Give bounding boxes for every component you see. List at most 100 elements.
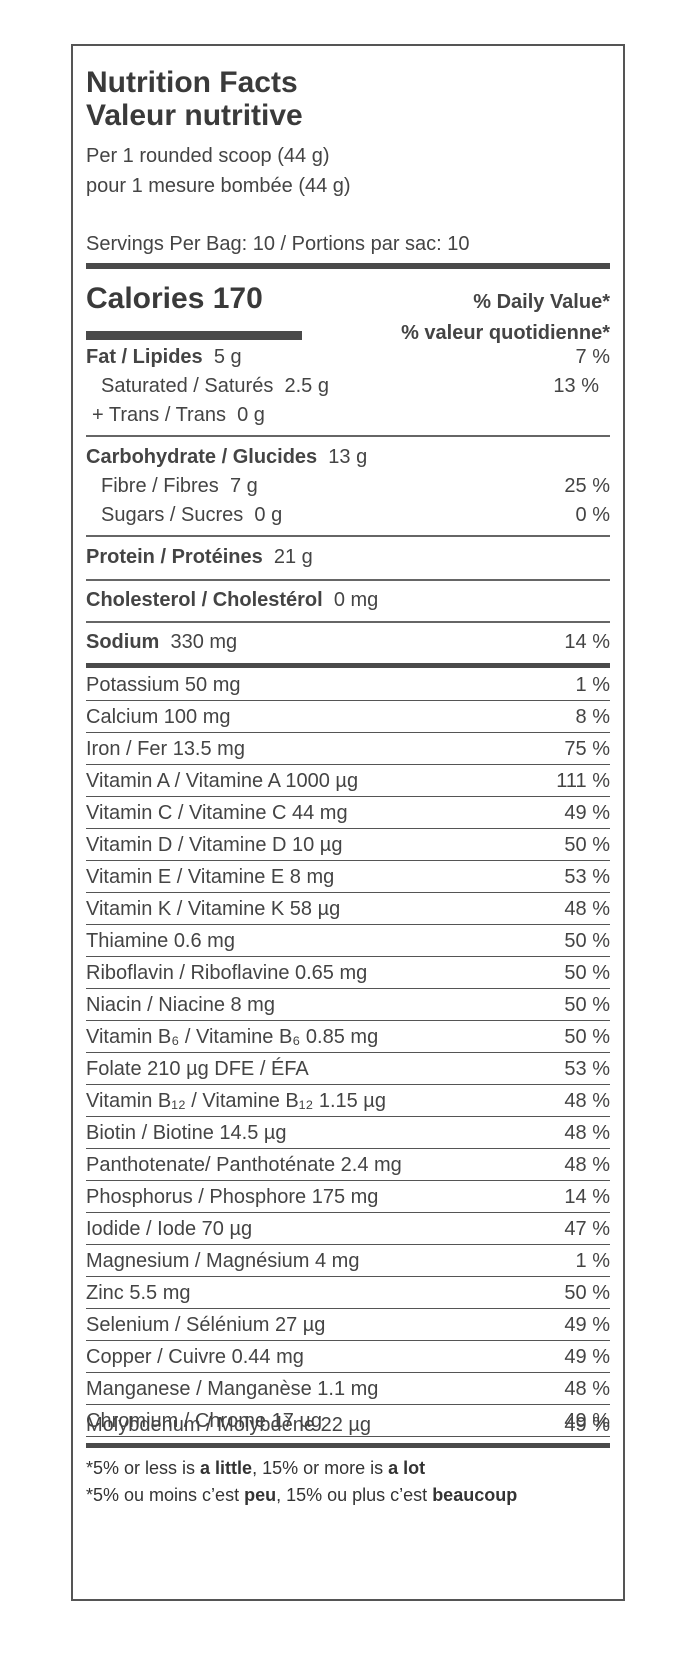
nutrient-amount: 21 g [273, 546, 313, 568]
daily-value-percent: 14 % [564, 1186, 610, 1208]
daily-value-percent: 8 % [575, 706, 610, 728]
footnote-emphasis: beaucoup [432, 1485, 518, 1505]
serving-size-english: Per 1 rounded scoop (44 g) [86, 145, 330, 167]
vitamin-row: Manganese / Manganèse 1.1 mg 48 % [86, 1373, 610, 1405]
vitamin-label: Calcium 100 mg [86, 706, 231, 728]
daily-value-percent: 53 % [564, 1058, 610, 1080]
vitamin-label: Chromium / Chrome 17 µg [86, 1410, 323, 1432]
divider [86, 535, 610, 537]
vitamin-row: Zinc 5.5 mg 50 % [86, 1277, 610, 1309]
nutrition-facts-label: Nutrition Facts Valeur nutritive Per 1 r… [71, 44, 625, 1601]
vitamin-label: Vitamin C / Vitamine C 44 mg [86, 802, 348, 824]
vitamin-row: Potassium 50 mg 1 % [86, 669, 610, 701]
cholesterol-row: Cholesterol / Cholestérol 0 mg [86, 585, 610, 615]
nutrient-amount: 2.5 g [284, 375, 329, 397]
vitamin-label: Panthotenate/ Panthoténate 2.4 mg [86, 1154, 402, 1176]
nutrient-amount: 7 g [229, 475, 258, 497]
fibre-row: Fibre / Fibres 7 g 25 % [86, 471, 610, 501]
vitamin-label: Biotin / Biotine 14.5 µg [86, 1122, 287, 1144]
daily-value-percent: 48 % [564, 1090, 610, 1112]
divider [86, 435, 610, 437]
vitamin-label: Manganese / Manganèse 1.1 mg [86, 1378, 379, 1400]
vitamin-row: Copper / Cuivre 0.44 mg 49 % [86, 1341, 610, 1373]
nutrient-name: Carbohydrate / Glucides [86, 446, 318, 468]
footnote-english: *5% or less is a little, 15% or more is … [86, 1456, 425, 1480]
nutrient-name: Sugars / Sucres [101, 504, 244, 526]
vitamin-row: Niacin / Niacine 8 mg 50 % [86, 989, 610, 1021]
divider [86, 579, 610, 581]
vitamin-label: Folate 210 µg DFE / ÉFA [86, 1058, 309, 1080]
vitamin-row: Vitamin D / Vitamine D 10 µg 50 % [86, 829, 610, 861]
footnote-emphasis: a lot [388, 1458, 426, 1478]
vitamin-row: Vitamin K / Vitamine K 58 µg 48 % [86, 893, 610, 925]
title-french: Valeur nutritive [86, 99, 303, 132]
daily-value-percent: 53 % [564, 866, 610, 888]
footnote-divider [86, 1443, 610, 1448]
sodium-row: Sodium 330 mg 14 % [86, 627, 610, 657]
daily-value-percent: 47 % [564, 1218, 610, 1240]
serving-size-french: pour 1 mesure bombée (44 g) [86, 175, 351, 197]
vitamin-label: Riboflavin / Riboflavine 0.65 mg [86, 962, 368, 984]
nutrient-name: Sodium [86, 631, 160, 653]
vitamin-row: Calcium 100 mg 8 % [86, 701, 610, 733]
sugars-row: Sugars / Sucres 0 g 0 % [86, 500, 610, 530]
nutrient-amount: 0 g [237, 404, 265, 426]
nutrient-name: Cholesterol / Cholestérol [86, 589, 323, 611]
carbohydrate-row: Carbohydrate / Glucides 13 g [86, 442, 610, 472]
vitamin-row: Vitamin A / Vitamine A 1000 µg 111 % [86, 765, 610, 797]
protein-row: Protein / Protéines 21 g [86, 542, 610, 572]
vitamin-row: Biotin / Biotine 14.5 µg 48 % [86, 1117, 610, 1149]
calories-label: Calories 170 [86, 282, 263, 315]
daily-value-percent: 111 % [556, 770, 610, 792]
daily-value-percent: 1 % [575, 674, 610, 696]
nutrient-name: Fibre / Fibres [101, 475, 219, 497]
daily-value-percent: 49 % [564, 802, 610, 824]
vitamin-label: Vitamin B₁₂ / Vitamine B₁₂ 1.15 µg [86, 1090, 386, 1112]
daily-value-percent: 49 % [564, 1314, 610, 1336]
daily-value-heading-english: % Daily Value* [473, 291, 610, 313]
nutrient-amount: 330 mg [170, 631, 238, 653]
daily-value-percent: 50 % [564, 994, 610, 1016]
daily-value-percent: 50 % [564, 1282, 610, 1304]
vitamin-label: Molybdenum / Molybdène 22 µg [86, 1414, 372, 1436]
fat-row: Fat / Lipides 5 g 7 % [86, 342, 610, 372]
footnote-emphasis: a little [200, 1458, 253, 1478]
vitamin-label: Vitamin E / Vitamine E 8 mg [86, 866, 335, 888]
footnote-text: , 15% or more is [252, 1458, 389, 1478]
vitamin-label: Zinc 5.5 mg [86, 1282, 191, 1304]
vitamin-label: Iodide / Iode 70 µg [86, 1218, 253, 1240]
vitamin-label: Magnesium / Magnésium 4 mg [86, 1250, 360, 1272]
daily-value-percent: 50 % [564, 834, 610, 856]
daily-value-percent: 48 % [564, 898, 610, 920]
vitamin-row: Vitamin C / Vitamine C 44 mg 49 % [86, 797, 610, 829]
footnote-text: *5% ou moins c’est [86, 1485, 245, 1505]
header-divider [86, 263, 610, 269]
vitamin-row: Vitamin B₁₂ / Vitamine B₁₂ 1.15 µg 48 % [86, 1085, 610, 1117]
vitamin-label: Potassium 50 mg [86, 674, 241, 696]
daily-value-percent: 14 % [564, 631, 610, 653]
divider [86, 621, 610, 623]
nutrient-name: Fat / Lipides [86, 346, 203, 368]
nutrient-name: Protein / Protéines [86, 546, 263, 568]
vitamin-row: Panthotenate/ Panthoténate 2.4 mg 48 % [86, 1149, 610, 1181]
nutrient-amount: 13 g [328, 446, 368, 468]
vitamin-row: Chromium / Chrome 17 µg 49 % [86, 1405, 610, 1437]
vitamin-row: Vitamin B₆ / Vitamine B₆ 0.85 mg 50 % [86, 1021, 610, 1053]
daily-value-percent: 49 % [564, 1414, 610, 1436]
daily-value-percent: 50 % [564, 1026, 610, 1048]
footnote-text: *5% or less is [86, 1458, 201, 1478]
calories-underline [86, 331, 302, 340]
nutrient-amount: 0 mg [333, 589, 379, 611]
nutrient-amount: 5 g [213, 346, 242, 368]
daily-value-percent: 50 % [564, 930, 610, 952]
vitamin-label: Vitamin A / Vitamine A 1000 µg [86, 770, 359, 792]
vitamin-row: Folate 210 µg DFE / ÉFA 53 % [86, 1053, 610, 1085]
daily-value-percent: 50 % [564, 962, 610, 984]
vitamin-row-last: Molybdenum / Molybdène 22 µg 49 % [86, 1409, 610, 1441]
vitamin-label: Vitamin B₆ / Vitamine B₆ 0.85 mg [86, 1026, 379, 1048]
vitamin-label: Iron / Fer 13.5 mg [86, 738, 245, 760]
daily-value-percent: 13 % [553, 375, 599, 397]
vitamin-row: Phosphorus / Phosphore 175 mg 14 % [86, 1181, 610, 1213]
vitamin-row: Magnesium / Magnésium 4 mg 1 % [86, 1245, 610, 1277]
daily-value-percent: 48 % [564, 1378, 610, 1400]
